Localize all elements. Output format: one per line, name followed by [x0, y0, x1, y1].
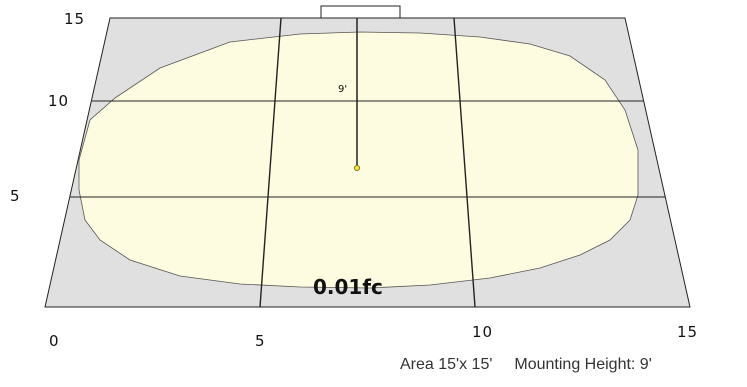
mounting-dimension-label: 9' [338, 84, 347, 95]
grid-line-x10 [453, 17, 476, 308]
area-label: Area 15'x 15' [400, 356, 493, 373]
x-tick-15: 15 [677, 323, 698, 341]
grid-line-x5 [259, 17, 282, 308]
y-tick-10: 10 [48, 92, 69, 110]
x-tick-10: 10 [472, 323, 493, 341]
footer-info: Area 15'x 15' Mounting Height: 9' [400, 356, 740, 374]
fixture-point [353, 164, 360, 171]
x-tick-0: 0 [49, 332, 60, 350]
x-tick-5: 5 [255, 332, 266, 350]
y-tick-15: 15 [64, 10, 85, 28]
illuminance-pool [78, 31, 639, 289]
fixture-box [320, 5, 401, 19]
y-tick-5: 5 [10, 187, 21, 205]
mounting-height-label: Mounting Height: 9' [514, 356, 652, 373]
illuminance-label: 0.01fc [313, 275, 383, 299]
